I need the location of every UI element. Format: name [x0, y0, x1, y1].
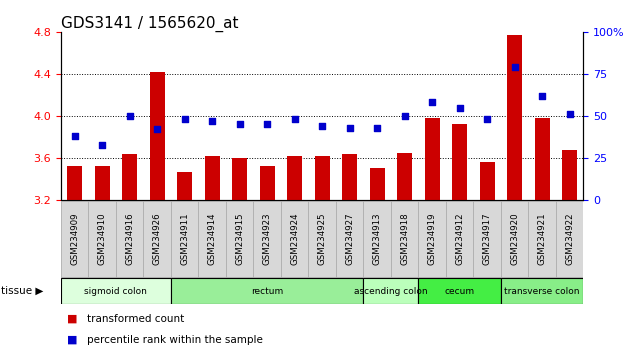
Text: GSM234911: GSM234911 — [180, 213, 189, 265]
Bar — [144, 201, 171, 277]
Bar — [391, 201, 419, 277]
Text: GSM234916: GSM234916 — [125, 213, 134, 265]
Text: GSM234921: GSM234921 — [538, 213, 547, 265]
Text: GSM234917: GSM234917 — [483, 213, 492, 265]
Bar — [232, 158, 247, 200]
Point — [290, 116, 300, 122]
Text: GSM234912: GSM234912 — [455, 213, 464, 265]
Text: GSM234910: GSM234910 — [97, 213, 106, 265]
Bar — [528, 201, 556, 277]
Bar — [149, 72, 165, 200]
Bar — [177, 172, 192, 200]
Point — [399, 113, 410, 119]
Point — [482, 116, 492, 122]
Text: GSM234909: GSM234909 — [70, 213, 79, 265]
Bar — [287, 156, 302, 200]
Text: GDS3141 / 1565620_at: GDS3141 / 1565620_at — [61, 16, 238, 32]
Text: transverse colon: transverse colon — [504, 287, 580, 296]
Bar — [556, 201, 583, 277]
Bar — [479, 162, 495, 200]
Bar — [501, 201, 528, 277]
Bar — [473, 201, 501, 277]
Text: cecum: cecum — [444, 287, 474, 296]
Bar — [116, 201, 144, 277]
Text: GSM234913: GSM234913 — [372, 213, 381, 265]
Bar — [253, 201, 281, 277]
Point — [427, 100, 437, 105]
Bar — [562, 149, 577, 200]
Point — [152, 127, 162, 132]
Point — [510, 64, 520, 70]
Point — [344, 125, 354, 131]
Text: sigmoid colon: sigmoid colon — [85, 287, 147, 296]
Point — [317, 123, 328, 129]
Bar — [61, 201, 88, 277]
Text: GSM234920: GSM234920 — [510, 213, 519, 265]
Bar — [342, 154, 357, 200]
Bar — [61, 278, 171, 304]
Bar — [452, 124, 467, 200]
Bar — [171, 201, 198, 277]
Text: GSM234919: GSM234919 — [428, 213, 437, 265]
Text: GSM234914: GSM234914 — [208, 213, 217, 265]
Text: GSM234915: GSM234915 — [235, 213, 244, 265]
Bar — [204, 156, 220, 200]
Bar — [122, 154, 137, 200]
Point — [97, 142, 107, 147]
Bar — [226, 201, 253, 277]
Bar — [369, 169, 385, 200]
Point — [69, 133, 79, 139]
Bar — [363, 278, 419, 304]
Text: GSM234926: GSM234926 — [153, 213, 162, 265]
Bar — [281, 201, 308, 277]
Bar — [446, 201, 473, 277]
Bar — [419, 278, 501, 304]
Bar — [95, 166, 110, 200]
Point — [565, 112, 575, 117]
Bar — [363, 201, 391, 277]
Text: transformed count: transformed count — [87, 314, 184, 324]
Bar — [501, 278, 583, 304]
Point — [454, 105, 465, 110]
Bar — [336, 201, 363, 277]
Bar — [419, 201, 446, 277]
Text: GSM234925: GSM234925 — [317, 213, 327, 265]
Bar — [315, 156, 329, 200]
Point — [207, 118, 217, 124]
Text: GSM234918: GSM234918 — [400, 213, 409, 265]
Point — [179, 116, 190, 122]
Text: ■: ■ — [67, 314, 78, 324]
Point — [372, 125, 382, 131]
Text: ascending colon: ascending colon — [354, 287, 428, 296]
Bar — [507, 35, 522, 200]
Bar — [424, 118, 440, 200]
Text: GSM234923: GSM234923 — [263, 213, 272, 265]
Text: percentile rank within the sample: percentile rank within the sample — [87, 335, 262, 345]
Point — [262, 121, 272, 127]
Bar — [198, 201, 226, 277]
Text: ■: ■ — [67, 335, 78, 345]
Text: rectum: rectum — [251, 287, 283, 296]
Bar — [67, 166, 82, 200]
Text: GSM234922: GSM234922 — [565, 213, 574, 265]
Bar — [260, 166, 275, 200]
Bar — [88, 201, 116, 277]
Text: tissue ▶: tissue ▶ — [1, 286, 43, 296]
Text: GSM234924: GSM234924 — [290, 213, 299, 265]
Point — [124, 113, 135, 119]
Bar — [171, 278, 363, 304]
Bar — [397, 153, 412, 200]
Bar — [308, 201, 336, 277]
Point — [537, 93, 547, 98]
Bar — [535, 118, 549, 200]
Text: GSM234927: GSM234927 — [345, 213, 354, 265]
Point — [235, 121, 245, 127]
